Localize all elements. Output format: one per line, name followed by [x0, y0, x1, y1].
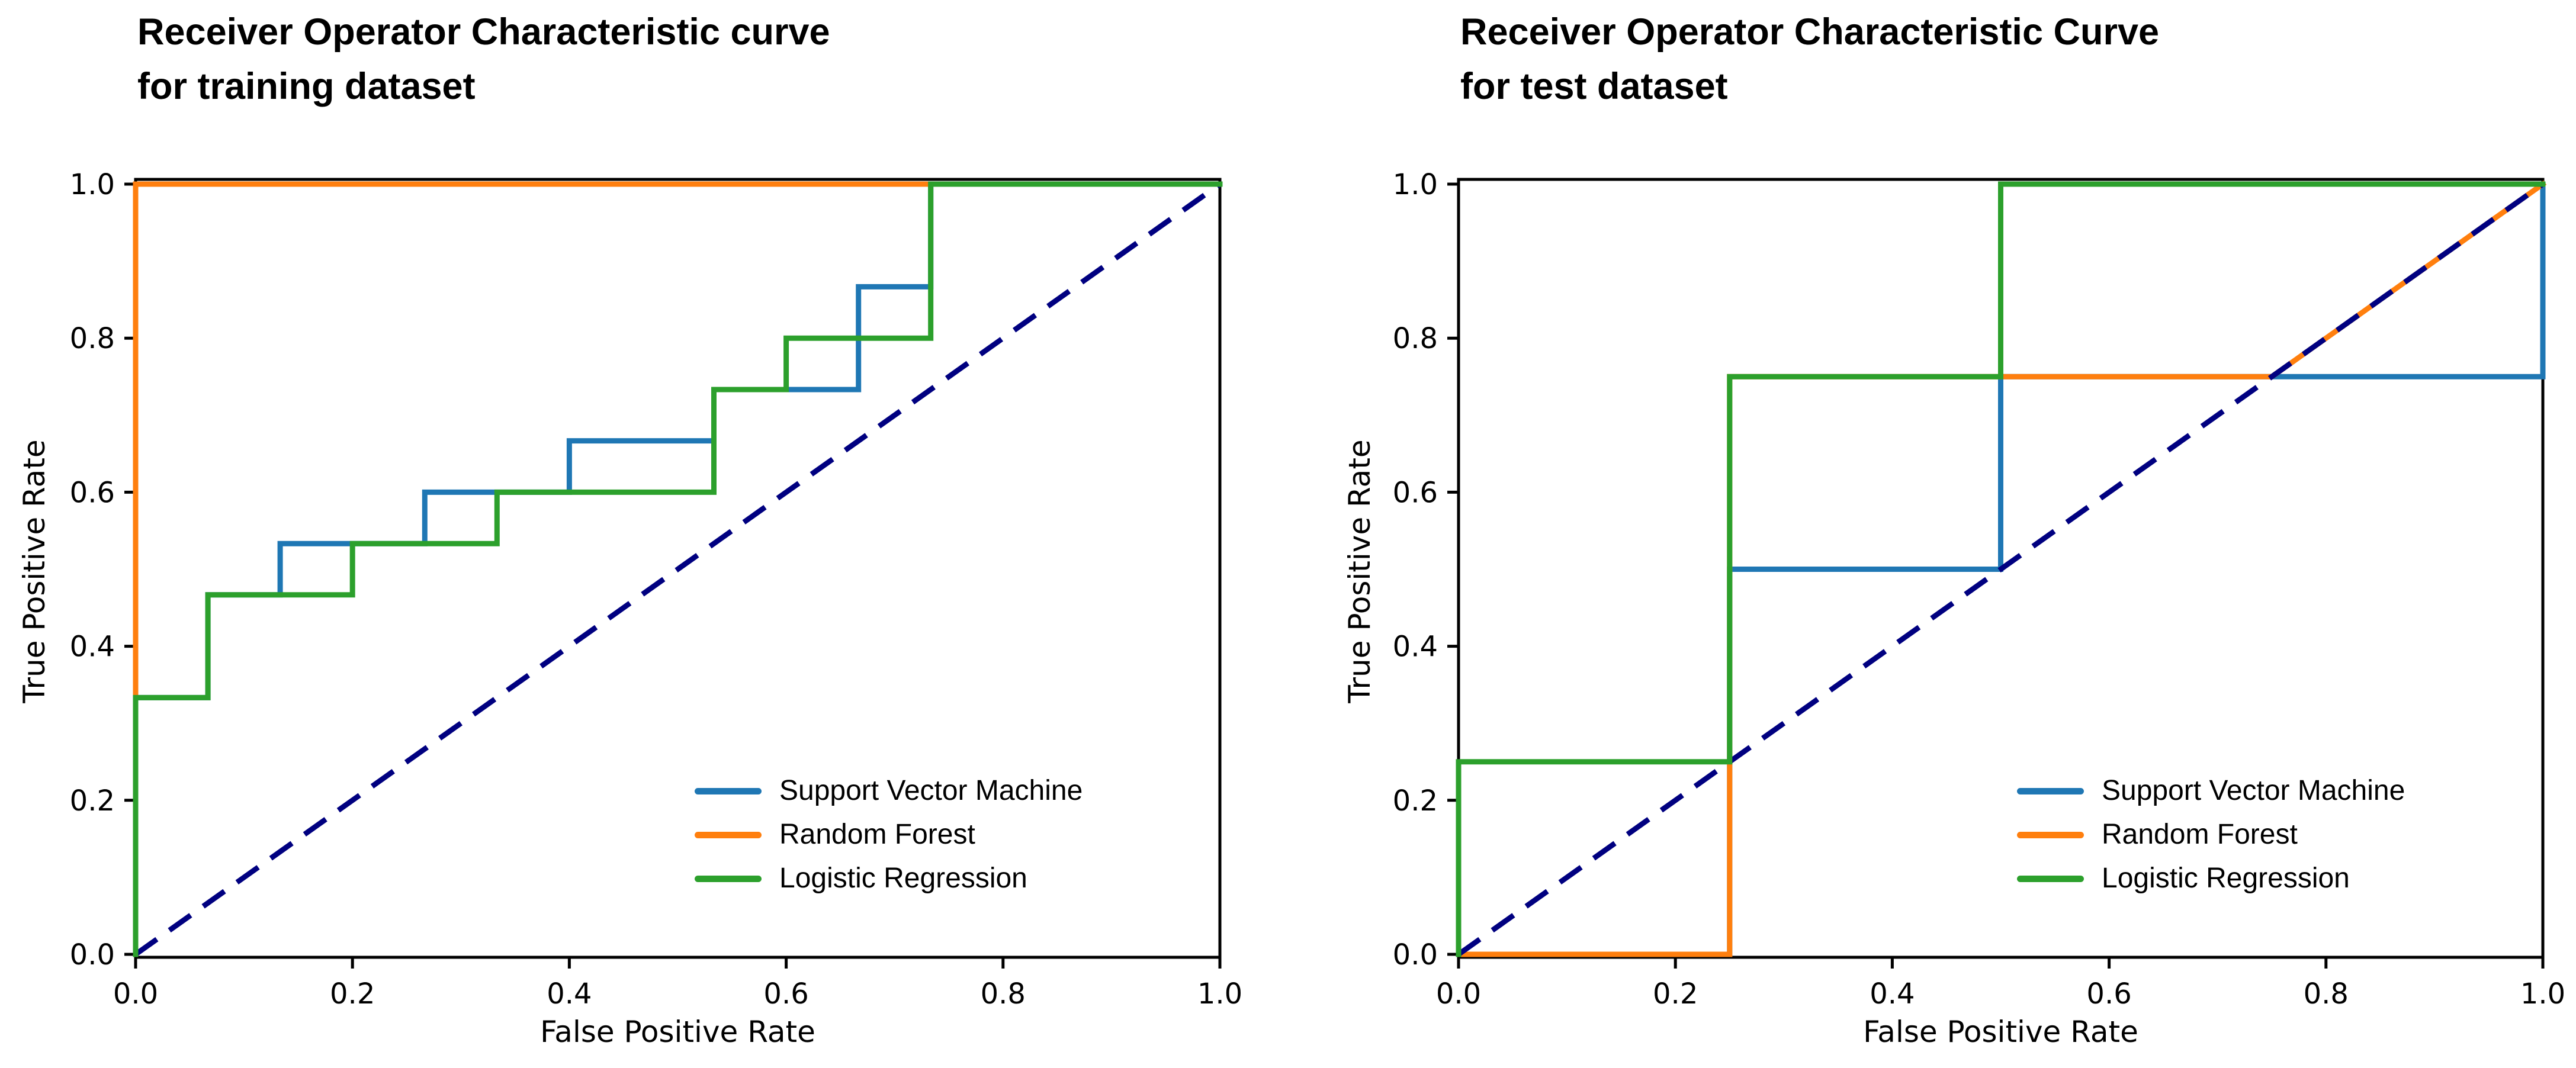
left-y-tick-label: 0.8 — [70, 322, 115, 355]
right-y-tick-label: 0.0 — [1393, 938, 1438, 972]
right-x-tick-label: 0.0 — [1436, 977, 1481, 1011]
legend-row: Random Forest — [2017, 813, 2405, 857]
legend-row: Logistic Regression — [695, 857, 1083, 900]
left-x-tick-label: 0.6 — [763, 977, 808, 1011]
left-y-tick-label: 0.6 — [70, 476, 115, 509]
right-y-tick-label: 0.4 — [1393, 630, 1438, 664]
right-x-tick-label: 0.6 — [2086, 977, 2131, 1011]
legend-label-logistic-regression: Logistic Regression — [779, 863, 1027, 894]
logistic-regression-line-swatch — [695, 875, 762, 882]
legend-label-random-forest: Random Forest — [779, 819, 975, 850]
right-y-tick-label: 0.8 — [1393, 322, 1438, 355]
svm-line-swatch — [2017, 787, 2084, 794]
right-x-tick-label: 0.2 — [1653, 977, 1698, 1011]
svm-line-swatch — [695, 787, 762, 794]
right-chart-title: Receiver Operator Characteristic Curve f… — [1460, 5, 2159, 114]
right-x-tick-label: 1.0 — [2520, 977, 2565, 1011]
right-chart-title-line1: Receiver Operator Characteristic Curve — [1460, 11, 2160, 53]
right-y-tick-label: 0.6 — [1393, 476, 1438, 509]
logistic-regression-line-swatch — [2017, 875, 2084, 882]
right-y-tick-label: 0.2 — [1393, 784, 1438, 818]
right-chart-title-line2: for test dataset — [1460, 66, 1728, 107]
legend-row: Support Vector Machine — [695, 769, 1083, 813]
legend-row: Logistic Regression — [2017, 857, 2405, 900]
left-x-tick-label: 0.0 — [113, 977, 158, 1011]
left-y-tick-label: 1.0 — [70, 168, 115, 201]
left-x-tick-label: 1.0 — [1197, 977, 1242, 1011]
right-curve-logistic-regression — [1456, 181, 2546, 957]
legend-row: Support Vector Machine — [2017, 769, 2405, 813]
left-legend: Support Vector Machine Random Forest Log… — [695, 769, 1083, 900]
right-y-axis-label: True Positive Rate — [1342, 439, 1377, 703]
left-chart-title: Receiver Operator Characteristic curve f… — [137, 5, 830, 114]
right-legend: Support Vector Machine Random Forest Log… — [2017, 769, 2405, 900]
legend-label-random-forest: Random Forest — [2102, 819, 2298, 850]
legend-label-svm: Support Vector Machine — [779, 775, 1083, 806]
random-forest-line-swatch — [695, 831, 762, 838]
left-x-tick-label: 0.4 — [547, 977, 592, 1011]
left-chart-title-line1: Receiver Operator Characteristic curve — [137, 11, 830, 53]
legend-label-logistic-regression: Logistic Regression — [2102, 863, 2350, 894]
left-y-axis-label: True Positive Rate — [17, 439, 52, 703]
left-y-tick-label: 0.2 — [70, 784, 115, 818]
left-x-tick-label: 0.8 — [981, 977, 1026, 1011]
left-x-axis-label: False Positive Rate — [540, 1015, 815, 1049]
left-chart-title-line2: for training dataset — [137, 66, 476, 107]
random-forest-line-swatch — [2017, 831, 2084, 838]
right-axes-box — [1457, 178, 2545, 959]
right-x-axis-label: False Positive Rate — [1863, 1015, 2138, 1049]
left-chance-line — [134, 182, 1222, 957]
right-y-tick-label: 1.0 — [1393, 168, 1438, 201]
right-chance-line — [1457, 182, 2545, 957]
right-x-tick-label: 0.8 — [2304, 977, 2349, 1011]
left-y-tick-label: 0.4 — [70, 630, 115, 664]
right-x-tick-label: 0.4 — [1870, 977, 1915, 1011]
left-curve-logistic-regression — [133, 181, 1223, 957]
left-y-tick-label: 0.0 — [70, 938, 115, 972]
legend-row: Random Forest — [695, 813, 1083, 857]
left-x-tick-label: 0.2 — [330, 977, 375, 1011]
legend-label-svm: Support Vector Machine — [2102, 775, 2405, 806]
